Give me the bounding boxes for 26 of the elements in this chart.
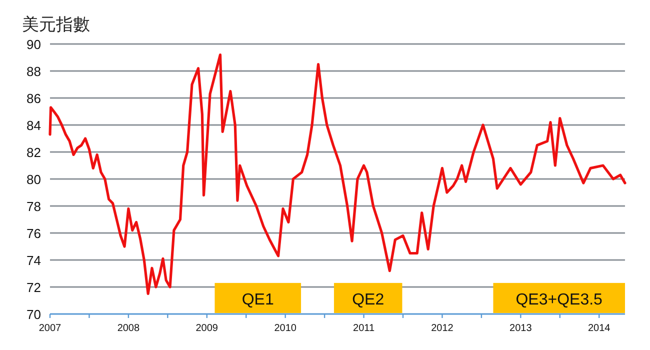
y-tick-label: 82 xyxy=(26,145,41,160)
y-tick-label: 86 xyxy=(26,91,41,106)
x-tick-label: 2013 xyxy=(510,323,532,334)
x-tick-label: 2010 xyxy=(274,323,297,334)
y-tick-label: 84 xyxy=(26,118,41,133)
x-tick-label: 2007 xyxy=(38,323,62,334)
x-tick-label: 2008 xyxy=(117,323,140,334)
y-tick-label: 90 xyxy=(26,37,41,52)
y-tick-label: 76 xyxy=(26,226,41,241)
y-tick-label: 72 xyxy=(26,280,41,295)
band-label: QE1 xyxy=(242,291,274,308)
chart-title: 美元指數 xyxy=(22,15,90,34)
band-label: QE3+QE3.5 xyxy=(516,291,603,308)
band-label: QE2 xyxy=(352,291,384,308)
y-tick-label: 70 xyxy=(26,307,41,322)
x-tick-label: 2011 xyxy=(353,323,375,334)
band: QE1 xyxy=(214,282,302,313)
band: QE2 xyxy=(334,282,402,313)
band: QE3+QE3.5 xyxy=(493,282,625,313)
x-tick-label: 2012 xyxy=(431,323,454,334)
y-tick-label: 74 xyxy=(26,253,41,268)
y-tick-label: 88 xyxy=(26,64,41,79)
x-tick-label: 2014 xyxy=(588,323,611,334)
y-tick-label: 78 xyxy=(26,199,41,214)
y-tick-label: 80 xyxy=(26,172,41,187)
x-tick-label: 2009 xyxy=(196,323,218,334)
